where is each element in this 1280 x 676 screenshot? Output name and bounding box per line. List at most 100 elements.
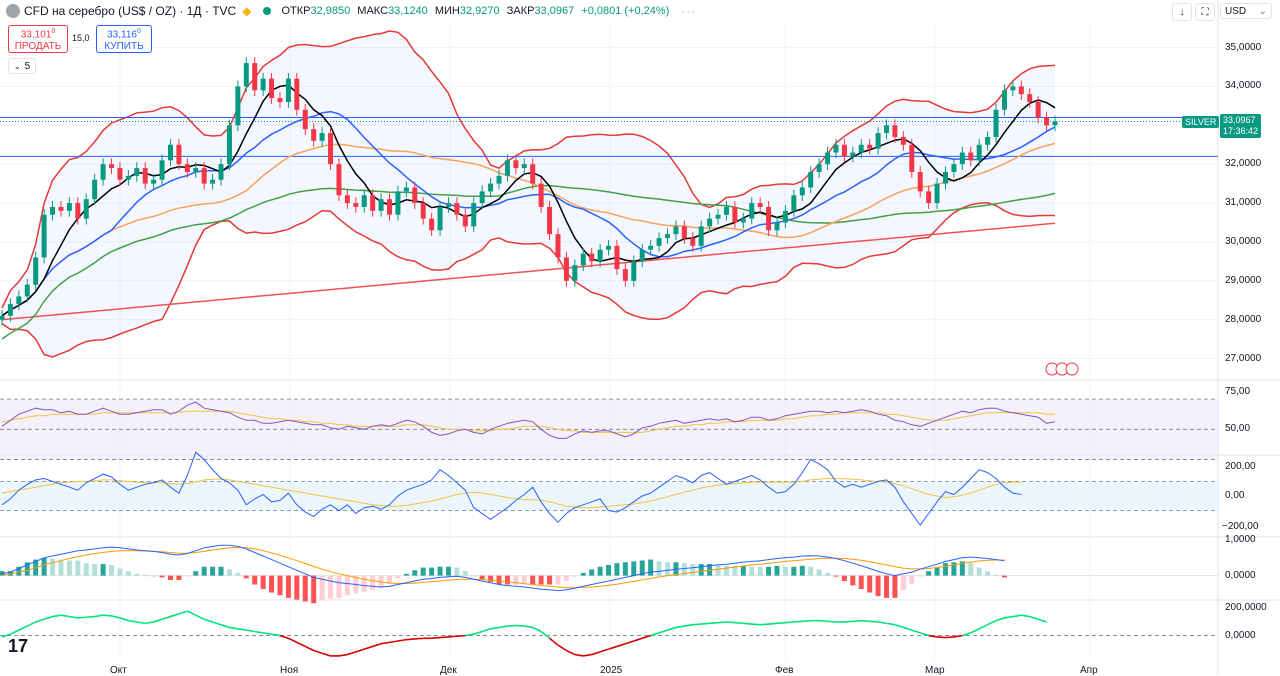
macd-histogram-bar bbox=[344, 575, 350, 596]
pane5-segment bbox=[540, 630, 551, 639]
pane5-segment bbox=[103, 614, 112, 617]
candle bbox=[294, 78, 300, 110]
macd-histogram-bar bbox=[589, 569, 595, 576]
pane5-segment bbox=[819, 619, 828, 623]
macd-histogram-bar bbox=[142, 574, 148, 576]
price-tick-label: 35,0000 bbox=[1225, 41, 1262, 53]
pane5-segment bbox=[532, 626, 542, 633]
candle bbox=[774, 222, 780, 231]
macd-histogram-bar bbox=[723, 565, 729, 576]
pane5-segment bbox=[928, 634, 938, 638]
candle bbox=[159, 160, 165, 180]
candle bbox=[151, 179, 157, 184]
pane5-segment bbox=[229, 626, 238, 630]
pane5-segment bbox=[802, 619, 811, 623]
pane5-segment bbox=[970, 628, 980, 634]
pane5-segment bbox=[599, 648, 609, 653]
macd-histogram-bar bbox=[740, 565, 746, 576]
price-tick-label: 32,0000 bbox=[1225, 158, 1262, 170]
candle bbox=[361, 195, 367, 207]
pane5-segment bbox=[145, 621, 154, 625]
favorite-icon[interactable]: ◆ bbox=[242, 4, 252, 18]
currency-select[interactable]: USD ⌄ bbox=[1220, 3, 1272, 19]
last-price-tag: 33,0967 17:36:42 bbox=[1220, 114, 1262, 138]
price-tick-label: 30,0000 bbox=[1225, 235, 1262, 247]
macd-histogram-bar bbox=[606, 564, 612, 576]
candle bbox=[589, 253, 595, 262]
macd-histogram-bar bbox=[395, 575, 401, 579]
pane5-segment bbox=[288, 637, 298, 644]
pane5-segment bbox=[481, 628, 491, 633]
sell-button[interactable]: 33,1010 ПРОДАТЬ bbox=[8, 25, 68, 53]
pane5-segment bbox=[465, 633, 474, 637]
market-status-icon[interactable] bbox=[263, 7, 272, 15]
pane5-segment bbox=[431, 636, 441, 640]
buy-button[interactable]: 33,1160 КУПИТЬ bbox=[96, 25, 152, 53]
candle bbox=[454, 203, 460, 215]
ma-blue bbox=[1, 110, 1056, 317]
macd-histogram-bar bbox=[193, 571, 199, 576]
candle bbox=[926, 191, 932, 204]
candle bbox=[622, 269, 628, 281]
candle bbox=[934, 183, 940, 204]
candle bbox=[656, 238, 662, 246]
cci-tick-label: 200,00 bbox=[1225, 460, 1256, 472]
cci-pane bbox=[0, 451, 1218, 527]
symbol-title[interactable]: CFD на серебро (US$ / OZ) · 1Д · TVC bbox=[24, 4, 237, 18]
rsi-ma-line bbox=[1, 410, 1055, 433]
pane5-segment bbox=[734, 621, 744, 625]
macd-histogram-bar bbox=[437, 566, 443, 576]
candle bbox=[462, 214, 468, 227]
time-tick-label: Мар bbox=[925, 665, 945, 676]
candle bbox=[639, 249, 645, 262]
pane5-segment bbox=[414, 637, 424, 640]
price-tick-label: 29,0000 bbox=[1225, 274, 1262, 286]
candle bbox=[606, 245, 612, 250]
macd-histogram-bar bbox=[968, 563, 974, 576]
macd-histogram-bar bbox=[766, 566, 772, 576]
more-icon[interactable]: ··· bbox=[681, 4, 697, 18]
candle bbox=[403, 187, 409, 192]
candle bbox=[917, 171, 923, 192]
candle bbox=[521, 164, 527, 169]
candle bbox=[614, 245, 620, 270]
pane5-segment bbox=[583, 653, 592, 657]
macd-histogram-bar bbox=[269, 575, 275, 593]
candle bbox=[201, 168, 207, 184]
pane5-segment bbox=[26, 621, 37, 627]
rsi-tick-label: 50,00 bbox=[1225, 423, 1251, 435]
candle bbox=[631, 261, 637, 281]
macd-histogram-bar bbox=[58, 559, 64, 576]
download-icon[interactable]: ↓ bbox=[1172, 3, 1192, 21]
pane5-segment bbox=[304, 645, 315, 652]
macd-histogram-bar bbox=[664, 562, 670, 576]
pane5-segment bbox=[490, 626, 500, 630]
candle bbox=[530, 164, 536, 184]
pane5-segment bbox=[701, 622, 710, 625]
pane5-segment bbox=[886, 622, 896, 626]
macd-pane bbox=[0, 544, 1218, 604]
macd-histogram-bar bbox=[361, 575, 367, 592]
candle bbox=[285, 78, 291, 102]
pane5-segment bbox=[608, 645, 618, 650]
candle bbox=[698, 226, 704, 246]
pane5-segment bbox=[498, 625, 508, 629]
candle bbox=[884, 125, 890, 134]
pane5-segment bbox=[557, 644, 567, 652]
time-tick-label: 2025 bbox=[600, 665, 623, 676]
macd-histogram-bar bbox=[109, 564, 115, 576]
macd-histogram-bar bbox=[134, 573, 140, 576]
cci-ma-line bbox=[1, 478, 1022, 509]
macd-histogram-bar bbox=[555, 575, 561, 585]
macd-histogram-bar bbox=[50, 558, 56, 576]
indicators-toggle[interactable]: ⌄ 5 bbox=[8, 58, 36, 74]
pane5-segment bbox=[439, 636, 449, 639]
macd-histogram-bar bbox=[648, 559, 654, 576]
symbol-logo-icon[interactable] bbox=[6, 4, 20, 18]
pane5-segment bbox=[726, 621, 735, 624]
candle bbox=[572, 265, 578, 281]
pane5-segment bbox=[894, 623, 904, 629]
fullscreen-icon[interactable]: ⛶ bbox=[1195, 3, 1215, 21]
macd-histogram-bar bbox=[92, 564, 98, 576]
